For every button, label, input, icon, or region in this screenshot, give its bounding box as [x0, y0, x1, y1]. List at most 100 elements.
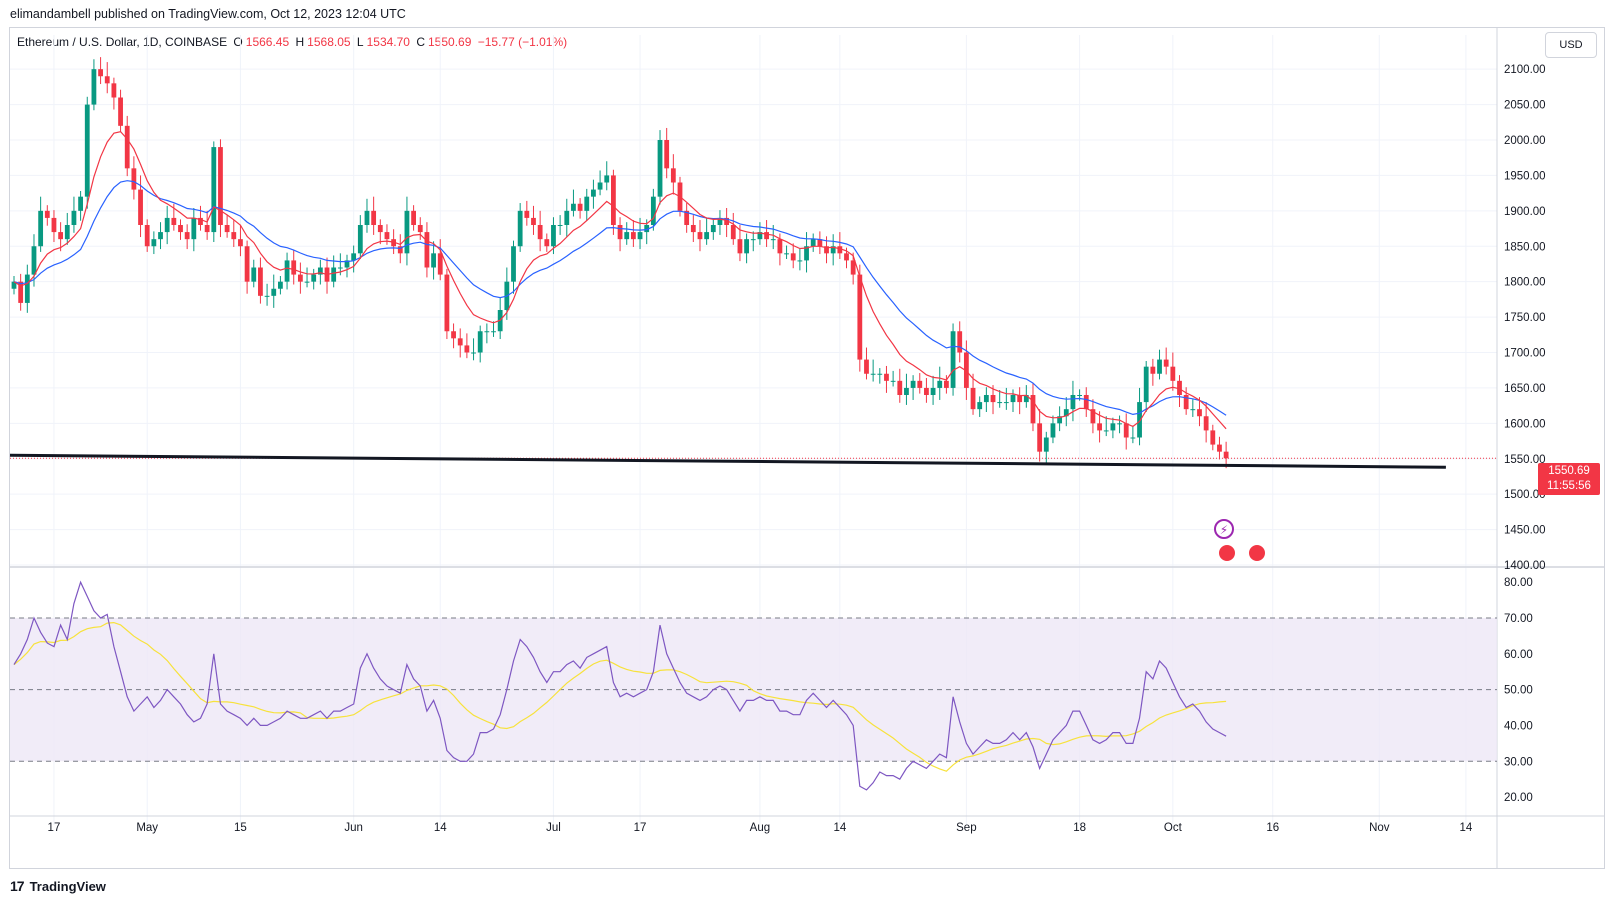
candle-body [1157, 359, 1162, 374]
candle-body [551, 225, 556, 247]
price-tick-label: 1950.00 [1504, 170, 1546, 182]
candle-body [18, 281, 24, 303]
candle-body [744, 239, 749, 254]
candle-body [810, 239, 816, 247]
candle-body [1137, 402, 1142, 438]
candle-body [1023, 395, 1029, 403]
candle-body [151, 239, 157, 247]
candle-body [1010, 395, 1016, 403]
candle-body [304, 281, 310, 283]
candle-body [704, 232, 710, 240]
candle-body [278, 281, 283, 289]
candle-body [464, 345, 470, 353]
price-tick-label: 2000.00 [1504, 135, 1546, 147]
candle-body [198, 217, 203, 225]
candle-body [690, 225, 696, 233]
candle-body [591, 189, 596, 197]
candle-body [624, 232, 630, 240]
candle-body [431, 253, 436, 268]
candle-body [963, 352, 969, 388]
candle-body [297, 274, 303, 282]
candle-body [564, 210, 570, 225]
candle-body [344, 260, 350, 268]
candle-body [764, 232, 769, 240]
time-tick-label: Nov [1369, 822, 1390, 834]
candle-body [990, 395, 996, 403]
candle-body [11, 281, 17, 289]
tradingview-footer[interactable]: 17 TradingView [10, 878, 106, 894]
candle-body [31, 246, 37, 275]
candle-body [1210, 430, 1216, 445]
candle-body [1190, 409, 1196, 411]
candle-body [837, 246, 843, 254]
candle-body [331, 267, 337, 282]
candle-body [531, 217, 536, 225]
candle-body [384, 232, 390, 240]
candle-body [737, 239, 743, 254]
rsi-line [13, 580, 1227, 791]
open-value: 1566.45 [245, 35, 290, 49]
price-tick-label: 1700.00 [1504, 348, 1546, 360]
candle-body [51, 217, 57, 233]
candle-body [451, 331, 456, 339]
candle-body [271, 288, 277, 296]
lightning-icon: ⚡ [1220, 523, 1228, 537]
us-flag-event-icon[interactable] [1247, 543, 1267, 563]
candle-body [957, 331, 963, 353]
candle-body [264, 295, 270, 297]
candle-body [1223, 451, 1229, 459]
candle-body [437, 253, 443, 275]
candle-body [1050, 423, 1056, 438]
candle-body [1170, 366, 1176, 381]
candle-body [717, 217, 723, 225]
currency-button[interactable]: USD [1545, 32, 1597, 58]
candle-body [1090, 409, 1096, 424]
symbol-legend[interactable]: Ethereum / U.S. Dollar, 1D, COINBASE O 15… [17, 35, 570, 49]
rsi-tick-label: 80.00 [1504, 577, 1533, 589]
time-tick-label: 15 [234, 822, 247, 834]
candle-body [1043, 437, 1049, 452]
candle-body [824, 246, 829, 254]
event-icons: ⚡ [1214, 519, 1267, 563]
lightning-event-icon[interactable] [1214, 519, 1234, 539]
candles [11, 57, 1229, 469]
candle-body [684, 210, 690, 225]
rsi-tick-label: 50.00 [1504, 685, 1533, 697]
rsi-tick-label: 20.00 [1504, 792, 1533, 804]
candle-body [817, 239, 823, 247]
us-flag-event-icon[interactable] [1217, 543, 1237, 563]
candle-body [131, 168, 137, 190]
moving-averages [10, 131, 1497, 459]
time-tick-label: 14 [1459, 822, 1472, 834]
candle-body [477, 331, 483, 353]
candle-body [24, 274, 30, 303]
candle-body [577, 203, 583, 211]
rsi-ma-line [13, 621, 1227, 772]
time-tick-label: Jul [546, 822, 561, 834]
candle-body [1103, 430, 1109, 432]
candle-body [750, 239, 756, 241]
price-tick-label: 1400.00 [1504, 560, 1546, 572]
candle-body [617, 225, 623, 240]
rsi-tick-label: 30.00 [1504, 756, 1533, 768]
time-tick-label: 17 [48, 822, 61, 834]
candle-body [424, 232, 430, 268]
candle-body [1030, 395, 1036, 424]
candle-body [584, 196, 590, 211]
candle-body [231, 232, 237, 240]
candle-body [904, 387, 909, 395]
close-label: C [416, 35, 425, 49]
candle-body [224, 225, 230, 233]
candle-body [571, 203, 576, 211]
support-line [9, 453, 1446, 469]
symbol-name[interactable]: Ethereum / U.S. Dollar, 1D, COINBASE [17, 35, 228, 49]
candle-body [111, 83, 117, 98]
candle-body [611, 175, 616, 225]
bar-countdown: 11:55:56 [1547, 480, 1591, 492]
candle-body [164, 217, 170, 233]
candle-body [864, 359, 869, 374]
candle-body [251, 267, 257, 282]
candle-body [351, 253, 357, 261]
candle-body [71, 210, 77, 225]
